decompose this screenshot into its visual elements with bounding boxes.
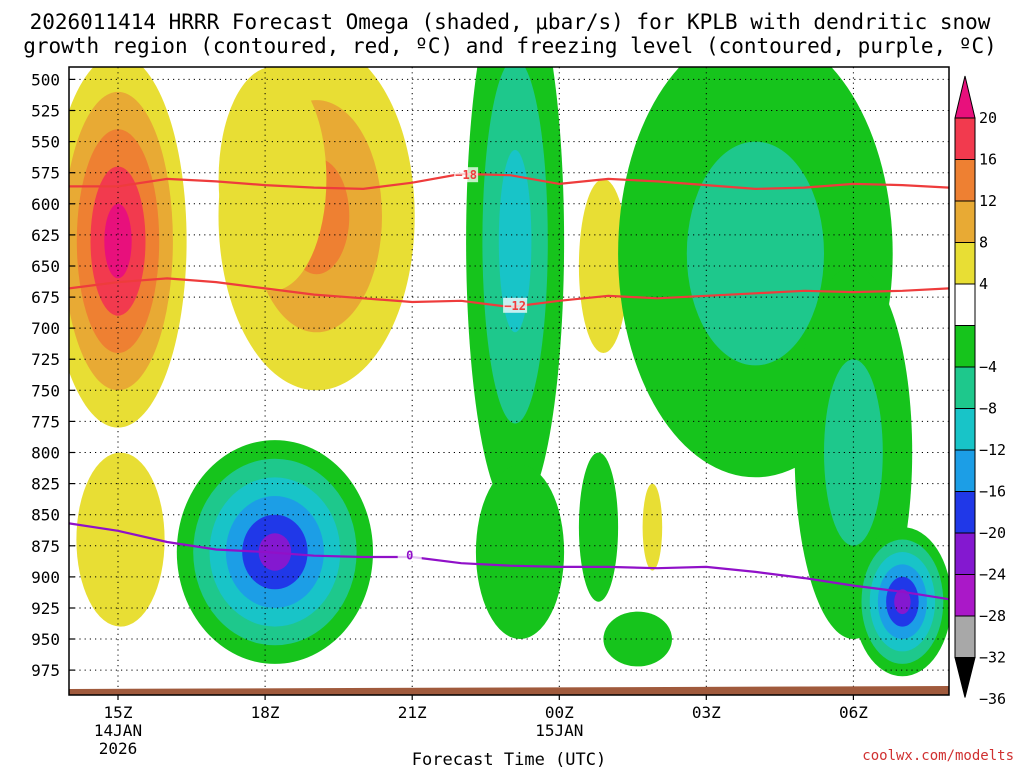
colorbar-bottom-arrow — [954, 657, 976, 698]
colorbar-label-11: −28 — [979, 607, 1006, 625]
isotherm-line-2 — [69, 522, 949, 601]
x-tick-label-4: 03Z — [692, 703, 721, 722]
x-tick-label-0: 15Z — [104, 703, 133, 722]
y-tick-label-5: 625 — [31, 226, 60, 245]
y-tick-label-15: 875 — [31, 537, 60, 556]
plot-frame — [68, 66, 950, 696]
y-tick-label-1: 525 — [31, 102, 60, 121]
colorbar-band-8 — [954, 449, 976, 492]
isotherm-contours: −18 −12 0 — [69, 167, 949, 601]
x-tick-label-5: 06Z — [839, 703, 868, 722]
omega-feature-10-level-0 — [603, 611, 672, 667]
grid-lines — [69, 67, 949, 695]
colorbar-band-11 — [954, 574, 976, 617]
colorbar-label-0: 20 — [979, 109, 997, 127]
colorbar-band-9 — [954, 491, 976, 534]
isotherm-label-1: −12 — [504, 299, 526, 313]
colorbar-band-1 — [954, 159, 976, 202]
omega-feature-0-level-4 — [104, 203, 132, 279]
x-tick-label-1: 18Z — [251, 703, 280, 722]
x-tick-sublabel1-3: 15JAN — [535, 721, 583, 740]
terrain-strip — [69, 686, 949, 695]
y-tick-label-18: 950 — [31, 630, 60, 649]
y-tick-label-2: 550 — [31, 133, 60, 152]
colorbar-label-2: 12 — [979, 192, 997, 210]
y-tick-label-19: 975 — [31, 661, 60, 680]
x-tick-sublabel2-0: 2026 — [99, 739, 138, 758]
y-tick-label-13: 825 — [31, 475, 60, 494]
omega-feature-5-level-0 — [475, 465, 565, 639]
colorbar-label-10: −24 — [979, 566, 1006, 584]
omega-feature-11-level-1 — [686, 141, 825, 366]
colorbar-band-6 — [954, 366, 976, 409]
y-tick-label-8: 700 — [31, 319, 60, 338]
colorbar-label-12: −32 — [979, 649, 1006, 667]
colorbar-label-13: −36 — [979, 690, 1006, 708]
x-axis-label: Forecast Time (UTC) — [412, 750, 606, 768]
colorbar-band-7 — [954, 408, 976, 451]
y-tick-label-9: 725 — [31, 350, 60, 369]
colorbar-band-12 — [954, 615, 976, 658]
colorbar-label-3: 8 — [979, 234, 988, 252]
y-tick-label-12: 800 — [31, 444, 60, 463]
colorbar-label-9: −20 — [979, 524, 1006, 542]
colorbar-label-1: 16 — [979, 151, 997, 169]
colorbar-band-4 — [954, 283, 976, 326]
y-tick-label-16: 900 — [31, 568, 60, 587]
isotherm-label-bg-0 — [454, 167, 479, 183]
credit-text: coolwx.com/modelts — [862, 748, 1014, 764]
colorbar-band-0 — [954, 117, 976, 160]
colorbar-top-arrow — [954, 75, 976, 119]
isotherm-label-2: 0 — [406, 549, 413, 563]
terrain-fill — [69, 686, 949, 695]
y-tick-label-10: 750 — [31, 381, 60, 400]
x-tick-label-3: 00Z — [545, 703, 574, 722]
omega-feature-9-level-0 — [578, 452, 619, 602]
y-tick-label-11: 775 — [31, 412, 60, 431]
y-tick-label-6: 650 — [31, 257, 60, 276]
y-tick-label-0: 500 — [31, 70, 60, 89]
colorbar-band-10 — [954, 532, 976, 575]
isotherm-label-0: −18 — [455, 168, 477, 182]
colorbar: 20 16 12 8 4 −4 −8 −12 −16 −20 −24 −28 −32 −36 — [954, 75, 1006, 708]
omega-feature-7-level-0 — [578, 179, 628, 353]
x-tick-label-2: 21Z — [398, 703, 427, 722]
isotherm-line-0 — [69, 172, 949, 191]
colorbar-label-7: −12 — [979, 441, 1006, 459]
colorbar-label-5: −4 — [979, 358, 997, 376]
y-tick-label-3: 575 — [31, 164, 60, 183]
x-tick-sublabel1-0: 14JAN — [94, 721, 142, 740]
colorbar-band-3 — [954, 242, 976, 285]
colorbar-label-6: −8 — [979, 400, 997, 418]
y-tick-label-7: 675 — [31, 288, 60, 307]
omega-feature-4-level-2 — [498, 149, 532, 333]
isotherm-label-bg-1 — [503, 297, 528, 313]
colorbar-band-2 — [954, 200, 976, 243]
omega-feature-3-level-0 — [218, 67, 327, 291]
omega-feature-1-level-0 — [76, 452, 165, 627]
y-tick-label-4: 600 — [31, 195, 60, 214]
chart-title-line-2: growth region (contoured, red, ºC) and f… — [23, 34, 997, 58]
y-tick-label-14: 850 — [31, 506, 60, 525]
colorbar-label-8: −16 — [979, 483, 1006, 501]
isotherm-label-bg-2 — [397, 547, 422, 563]
colorbar-label-4: 4 — [979, 275, 988, 293]
y-tick-label-17: 925 — [31, 599, 60, 618]
colorbar-band-5 — [954, 325, 976, 368]
chart-title-line-1: 2026011414 HRRR Forecast Omega (shaded, … — [30, 10, 991, 34]
y-axis-ticks: 500 525 550 575 600 625 650 675 700 725 750 775 800 8… — [31, 70, 75, 680]
omega-feature-8-level-0 — [642, 483, 663, 571]
